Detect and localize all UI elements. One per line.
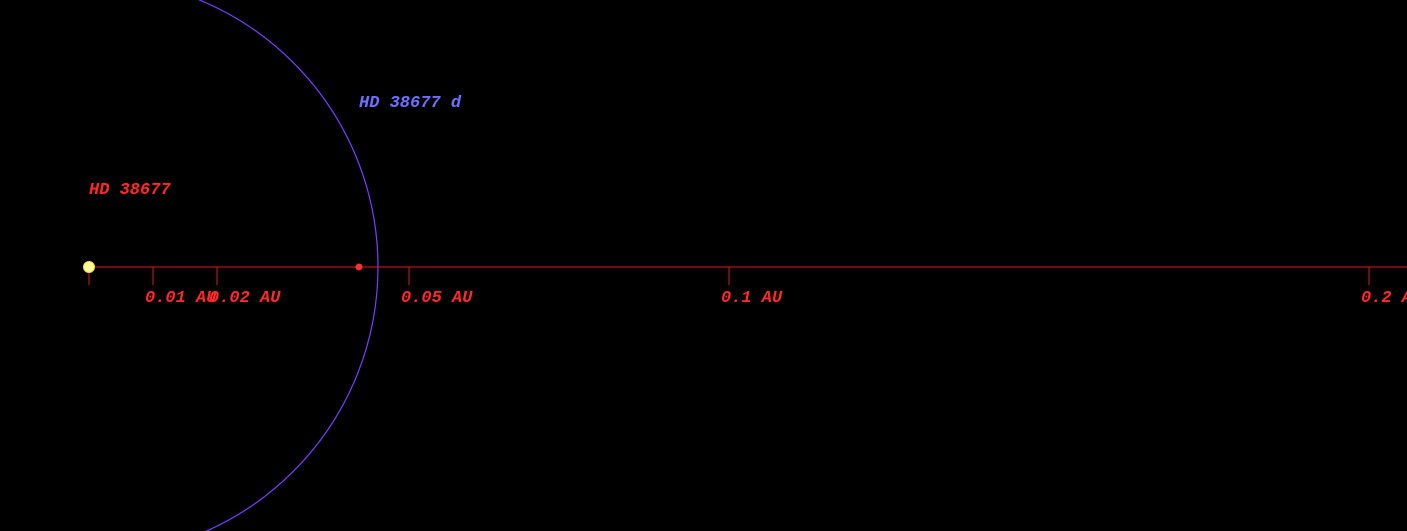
star	[83, 261, 95, 273]
scale-tick-label: 0.05 AU	[401, 289, 473, 308]
planet-label: HD 38677 d	[359, 94, 462, 113]
scale-tick-label: 0.02 AU	[209, 289, 281, 308]
scale-tick-label: 0.2 AU	[1361, 289, 1407, 308]
scale-ticks: 0.01 AU0.02 AU 0.05 AU 0.1 AU 0.2 AU	[145, 267, 1407, 308]
scale-tick-label: 0.1 AU	[721, 289, 783, 308]
planet	[355, 263, 363, 271]
star-label: HD 38677	[89, 181, 171, 200]
scale-tick-label: 0.01 AU	[145, 289, 217, 308]
